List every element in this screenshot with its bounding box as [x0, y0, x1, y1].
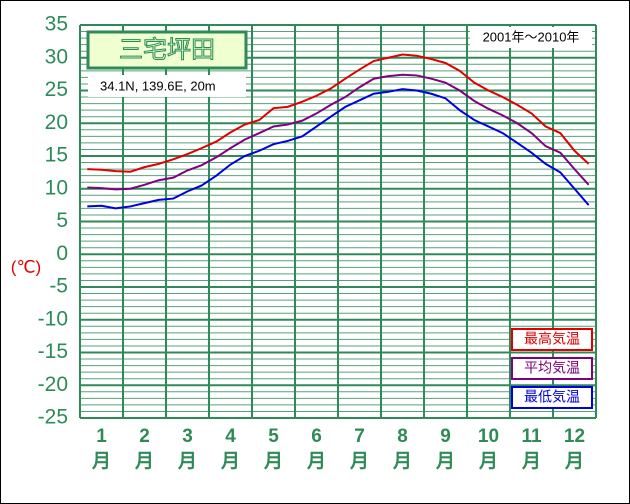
subtitle-box — [88, 75, 246, 97]
series-line — [87, 53, 590, 173]
legend-label: 最低気温 — [524, 389, 580, 405]
series-line — [87, 88, 590, 210]
y-tick-label: -15 — [38, 340, 68, 363]
y-tick-label: -20 — [38, 373, 68, 396]
legend-box — [511, 386, 593, 409]
y-axis-label: (℃) — [11, 257, 41, 276]
period: 2001年～2010年 — [483, 29, 580, 44]
y-tick-label: 15 — [45, 144, 68, 167]
legend-label: 最高気温 — [524, 331, 580, 347]
y-tick-label: 10 — [45, 176, 68, 199]
y-tick-label: 30 — [45, 45, 68, 68]
y-tick-label: 35 — [45, 13, 68, 36]
series-line — [87, 73, 590, 191]
subtitle: 34.1N, 139.6E, 20m — [100, 78, 216, 93]
y-tick-label: 5 — [56, 209, 68, 232]
y-tick-label: 20 — [45, 111, 68, 134]
title-box — [86, 30, 248, 70]
x-tick-label: 10 月 — [478, 426, 499, 472]
period-box — [470, 27, 592, 48]
chart-title: 三宅坪田 — [119, 36, 215, 63]
x-tick-label: 11 月 — [521, 426, 542, 472]
x-tick-label: 12 月 — [564, 426, 585, 472]
legend-box — [511, 328, 593, 351]
y-tick-label: 0 — [56, 242, 68, 265]
y-tick-label: -5 — [49, 275, 68, 298]
y-tick-label: 25 — [45, 78, 68, 101]
legend-box — [511, 357, 593, 380]
legend-label: 平均気温 — [524, 360, 580, 376]
y-tick-label: -10 — [38, 307, 68, 330]
y-tick-label: -25 — [38, 406, 68, 429]
